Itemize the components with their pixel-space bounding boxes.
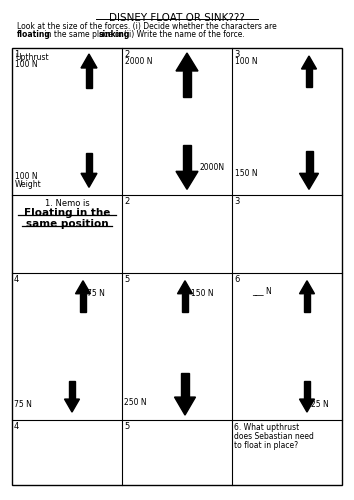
Text: does Sebastian need: does Sebastian need xyxy=(234,432,314,441)
Bar xyxy=(304,294,310,312)
Polygon shape xyxy=(176,172,198,190)
Text: Upthrust: Upthrust xyxy=(15,53,48,62)
Bar xyxy=(306,152,313,174)
Polygon shape xyxy=(175,397,195,415)
Bar xyxy=(304,381,310,399)
Text: in the same place or: in the same place or xyxy=(42,30,125,39)
Text: 150 N: 150 N xyxy=(235,170,258,178)
Text: 2000N: 2000N xyxy=(199,163,224,172)
Polygon shape xyxy=(177,280,193,293)
Text: floating: floating xyxy=(17,30,51,39)
Bar xyxy=(86,68,92,88)
Text: 1: 1 xyxy=(14,50,19,59)
Text: 2000 N: 2000 N xyxy=(125,57,153,66)
Polygon shape xyxy=(299,280,314,293)
Polygon shape xyxy=(176,53,198,71)
Text: DISNEY FLOAT OR SINK???: DISNEY FLOAT OR SINK??? xyxy=(109,13,245,23)
Bar xyxy=(86,154,92,174)
Text: 2: 2 xyxy=(124,50,129,59)
Bar xyxy=(181,373,189,397)
Text: Look at the size of the forces. (i) Decide whether the characters are: Look at the size of the forces. (i) Deci… xyxy=(17,22,277,31)
Bar xyxy=(306,69,312,87)
Polygon shape xyxy=(81,174,97,188)
Text: 5: 5 xyxy=(124,422,129,431)
Text: 3: 3 xyxy=(234,50,239,59)
Text: 250 N: 250 N xyxy=(124,398,147,407)
Bar xyxy=(80,294,86,312)
Text: 150 N: 150 N xyxy=(191,288,213,298)
Polygon shape xyxy=(299,399,314,412)
Polygon shape xyxy=(302,56,316,69)
Text: 3: 3 xyxy=(234,198,239,206)
Text: 100 N: 100 N xyxy=(15,60,38,69)
Text: 25 N: 25 N xyxy=(311,400,329,409)
Text: same position: same position xyxy=(26,220,108,230)
Bar xyxy=(183,71,191,97)
Text: sinking: sinking xyxy=(99,30,130,39)
Text: 4: 4 xyxy=(14,274,19,283)
Polygon shape xyxy=(64,399,80,412)
Text: 75 N: 75 N xyxy=(87,288,105,298)
Text: Weight: Weight xyxy=(15,180,42,190)
Text: 100 N: 100 N xyxy=(15,172,38,182)
Bar xyxy=(69,381,75,399)
Bar xyxy=(183,146,191,172)
Text: 100 N: 100 N xyxy=(235,57,258,66)
Polygon shape xyxy=(75,280,91,293)
Bar xyxy=(12,48,342,485)
Text: ___ N: ___ N xyxy=(252,286,272,294)
Text: 6: 6 xyxy=(234,274,239,283)
Polygon shape xyxy=(299,174,319,190)
Text: 75 N: 75 N xyxy=(14,400,32,409)
Text: 2: 2 xyxy=(124,198,129,206)
Bar xyxy=(182,294,188,312)
Polygon shape xyxy=(81,54,97,68)
Text: . (ii) Write the name of the force.: . (ii) Write the name of the force. xyxy=(119,30,245,39)
Text: Floating in the: Floating in the xyxy=(24,208,110,218)
Text: 1. Nemo is: 1. Nemo is xyxy=(45,200,89,208)
Text: 5: 5 xyxy=(124,274,129,283)
Text: 4: 4 xyxy=(14,422,19,431)
Text: to float in place?: to float in place? xyxy=(234,441,298,450)
Text: 6. What upthrust: 6. What upthrust xyxy=(234,423,299,432)
